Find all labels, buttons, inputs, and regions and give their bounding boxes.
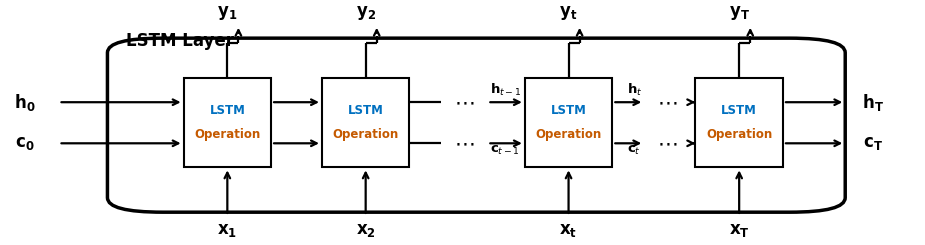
Text: Operation: Operation	[194, 128, 261, 141]
Text: $\mathbf{c}_{\mathbf{T}}$: $\mathbf{c}_{\mathbf{T}}$	[863, 134, 882, 152]
Text: $\mathbf{y}_{\mathbf{1}}$: $\mathbf{y}_{\mathbf{1}}$	[217, 4, 238, 22]
FancyBboxPatch shape	[183, 78, 271, 168]
Text: LSTM: LSTM	[722, 104, 757, 117]
FancyBboxPatch shape	[322, 78, 410, 168]
Text: $\mathbf{h}_{t-1}$: $\mathbf{h}_{t-1}$	[490, 82, 522, 98]
Text: $\mathbf{x}_{\mathbf{t}}$: $\mathbf{x}_{\mathbf{t}}$	[560, 221, 577, 239]
FancyBboxPatch shape	[524, 78, 612, 168]
Text: $\mathbf{h}_{t}$: $\mathbf{h}_{t}$	[626, 82, 642, 98]
Text: Operation: Operation	[333, 128, 399, 141]
Text: $\mathbf{h}_{\mathbf{T}}$: $\mathbf{h}_{\mathbf{T}}$	[862, 92, 883, 113]
Text: $\mathbf{x}_{\mathbf{1}}$: $\mathbf{x}_{\mathbf{1}}$	[217, 221, 238, 239]
Text: Operation: Operation	[706, 128, 772, 141]
Text: $\cdots$: $\cdots$	[454, 133, 475, 153]
Text: Operation: Operation	[536, 128, 601, 141]
Text: $\mathbf{h}_{\mathbf{0}}$: $\mathbf{h}_{\mathbf{0}}$	[14, 92, 35, 113]
Text: $\cdots$: $\cdots$	[454, 92, 475, 112]
Text: LSTM: LSTM	[550, 104, 586, 117]
Text: LSTM: LSTM	[209, 104, 245, 117]
Text: $\mathbf{y}_{\mathbf{T}}$: $\mathbf{y}_{\mathbf{T}}$	[729, 4, 749, 22]
Text: $\mathbf{c}_{t}$: $\mathbf{c}_{t}$	[626, 144, 640, 157]
Text: $\cdots$: $\cdots$	[657, 92, 677, 112]
Text: LSTM: LSTM	[348, 104, 384, 117]
Text: $\mathbf{y}_{\mathbf{2}}$: $\mathbf{y}_{\mathbf{2}}$	[355, 4, 376, 22]
Text: $\mathbf{x}_{\mathbf{T}}$: $\mathbf{x}_{\mathbf{T}}$	[729, 221, 749, 239]
Text: LSTM Layer: LSTM Layer	[126, 32, 234, 50]
Text: $\mathbf{c}_{\mathbf{0}}$: $\mathbf{c}_{\mathbf{0}}$	[15, 134, 34, 152]
FancyBboxPatch shape	[696, 78, 783, 168]
Text: $\mathbf{c}_{t-1}$: $\mathbf{c}_{t-1}$	[490, 144, 520, 157]
Text: $\mathbf{y}_{\mathbf{t}}$: $\mathbf{y}_{\mathbf{t}}$	[560, 4, 578, 22]
Text: $\cdots$: $\cdots$	[657, 133, 677, 153]
Text: $\mathbf{x}_{\mathbf{2}}$: $\mathbf{x}_{\mathbf{2}}$	[356, 221, 376, 239]
